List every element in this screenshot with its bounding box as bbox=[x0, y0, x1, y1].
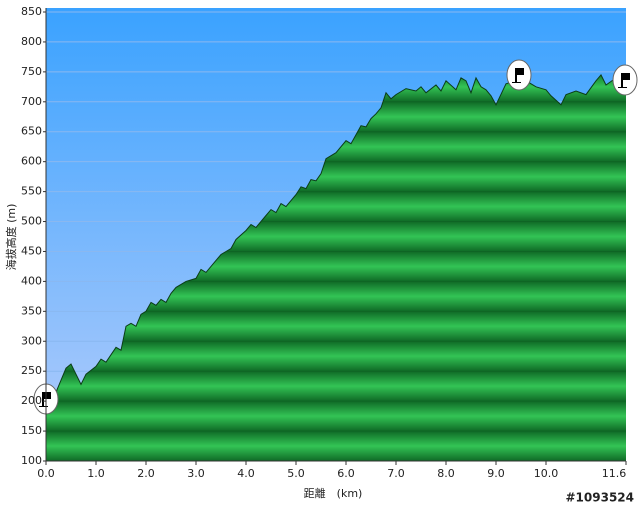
y-tick-label: 700 bbox=[21, 95, 42, 108]
flag-marker bbox=[506, 59, 532, 91]
y-tick-label: 650 bbox=[21, 125, 42, 138]
y-tick-label: 300 bbox=[21, 334, 42, 347]
y-tick-label: 850 bbox=[21, 5, 42, 18]
y-tick-label: 500 bbox=[21, 215, 42, 228]
elevation-area bbox=[46, 74, 626, 462]
x-tick-label: 6.0 bbox=[337, 467, 355, 480]
y-tick-label: 450 bbox=[21, 244, 42, 257]
y-tick-label: 150 bbox=[21, 424, 42, 437]
y-tick-label: 350 bbox=[21, 304, 42, 317]
y-tick-label: 800 bbox=[21, 35, 42, 48]
y-tick-label: 600 bbox=[21, 155, 42, 168]
y-tick-label: 250 bbox=[21, 364, 42, 377]
x-tick-label: 7.0 bbox=[387, 467, 405, 480]
x-tick-label: 8.0 bbox=[437, 467, 455, 480]
y-tick-label: 200 bbox=[21, 394, 42, 407]
x-tick-label: 9.0 bbox=[487, 467, 505, 480]
x-tick-label: 3.0 bbox=[187, 467, 205, 480]
y-tick-label: 750 bbox=[21, 65, 42, 78]
y-tick-label: 100 bbox=[21, 454, 42, 467]
watermark: #1093524 bbox=[565, 491, 634, 505]
elevation-line bbox=[45, 73, 627, 408]
x-axis-label: 距離 (km) bbox=[304, 486, 363, 500]
x-tick-label: 4.0 bbox=[237, 467, 255, 480]
x-tick-label: 11.6 bbox=[602, 467, 627, 480]
y-tick-label: 400 bbox=[21, 274, 42, 287]
x-tick-label: 1.0 bbox=[87, 467, 105, 480]
y-axis-label: 海拔高度 (m) bbox=[4, 204, 18, 271]
y-tick-label: 550 bbox=[21, 185, 42, 198]
flag-marker bbox=[612, 64, 638, 96]
x-tick-label: 5.0 bbox=[287, 467, 305, 480]
x-tick-label: 0.0 bbox=[37, 467, 55, 480]
x-tick-label: 2.0 bbox=[137, 467, 155, 480]
x-tick-label: 10.0 bbox=[534, 467, 559, 480]
